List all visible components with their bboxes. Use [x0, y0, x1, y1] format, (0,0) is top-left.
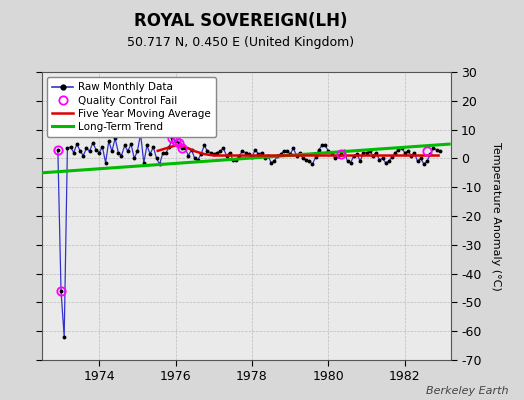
Legend: Raw Monthly Data, Quality Control Fail, Five Year Moving Average, Long-Term Tren: Raw Monthly Data, Quality Control Fail, …	[47, 77, 216, 137]
Text: ROYAL SOVEREIGN(LH): ROYAL SOVEREIGN(LH)	[134, 12, 348, 30]
Text: 50.717 N, 0.450 E (United Kingdom): 50.717 N, 0.450 E (United Kingdom)	[127, 36, 355, 49]
Text: Berkeley Earth: Berkeley Earth	[426, 386, 508, 396]
Y-axis label: Temperature Anomaly (°C): Temperature Anomaly (°C)	[491, 142, 501, 290]
